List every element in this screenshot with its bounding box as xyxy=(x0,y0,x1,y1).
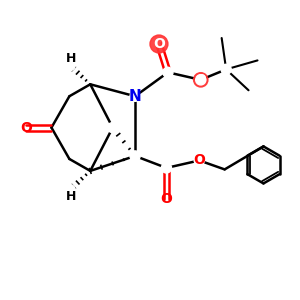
Circle shape xyxy=(194,155,204,166)
Circle shape xyxy=(108,122,118,133)
Circle shape xyxy=(130,151,140,161)
Text: O: O xyxy=(153,37,165,51)
Circle shape xyxy=(196,75,206,85)
Circle shape xyxy=(150,35,168,53)
Text: O: O xyxy=(20,121,32,135)
Text: H: H xyxy=(66,190,76,203)
Circle shape xyxy=(63,59,75,71)
Text: N: N xyxy=(129,89,141,104)
Text: O: O xyxy=(196,73,206,86)
Circle shape xyxy=(161,163,172,173)
Text: H: H xyxy=(66,52,76,65)
Circle shape xyxy=(163,67,173,77)
Circle shape xyxy=(63,184,75,196)
Circle shape xyxy=(130,91,140,101)
Circle shape xyxy=(221,64,231,74)
Circle shape xyxy=(194,73,208,87)
Text: O: O xyxy=(160,192,172,206)
Text: O: O xyxy=(193,154,205,167)
